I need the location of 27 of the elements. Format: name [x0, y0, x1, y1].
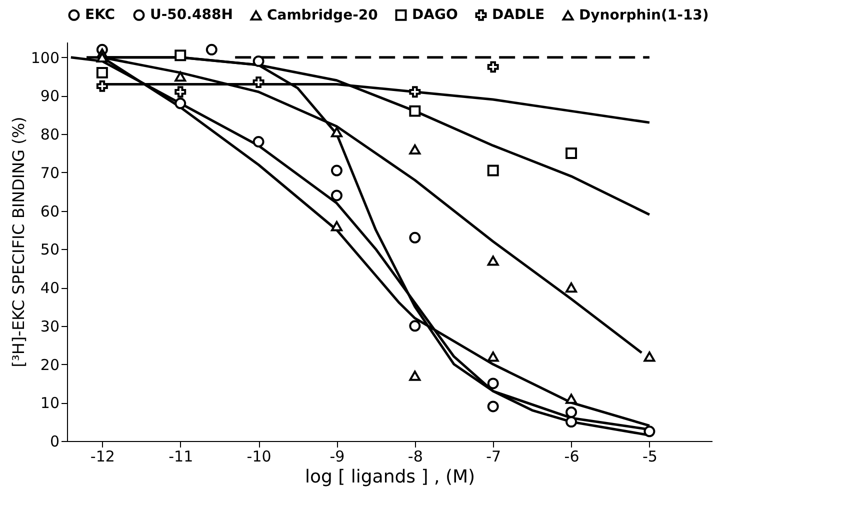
x-tick-label: -8: [408, 448, 423, 466]
y-tick-label: 40: [40, 279, 60, 298]
legend-label: DADLE: [492, 7, 545, 24]
y-tick-label: 50: [40, 240, 60, 259]
y-tick-label: 20: [40, 356, 60, 374]
legend-label: EKC: [85, 7, 116, 24]
y-tick-label: 100: [30, 48, 60, 67]
y-tick-label: 0: [50, 432, 60, 450]
x-tick-label: -12: [90, 448, 115, 466]
x-axis-title: log [ ligands ] , (M): [304, 466, 476, 488]
x-tick-label: -7: [486, 448, 502, 466]
y-tick-label: 80: [40, 126, 60, 144]
x-tick-label: -9: [330, 448, 345, 466]
y-tick-label: 70: [40, 164, 60, 182]
x-tick-label: -10: [246, 448, 272, 466]
legend-label: Dynorphin(1-13): [579, 7, 709, 24]
y-tick-label: 60: [40, 202, 60, 220]
x-tick-label: -5: [642, 448, 658, 466]
x-tick-label: -6: [564, 448, 580, 466]
legend-label: DAGO: [412, 7, 458, 24]
legend-label: U-50.488H: [150, 7, 233, 24]
y-tick-label: 10: [40, 394, 60, 412]
y-tick-label: 90: [40, 87, 60, 106]
x-tick-label: -11: [168, 448, 194, 466]
y-axis-title: [³H]-EKC SPECIFIC BINDING (%): [8, 116, 28, 368]
y-tick-label: 30: [40, 317, 60, 336]
legend-label: Cambridge-20: [267, 7, 378, 24]
